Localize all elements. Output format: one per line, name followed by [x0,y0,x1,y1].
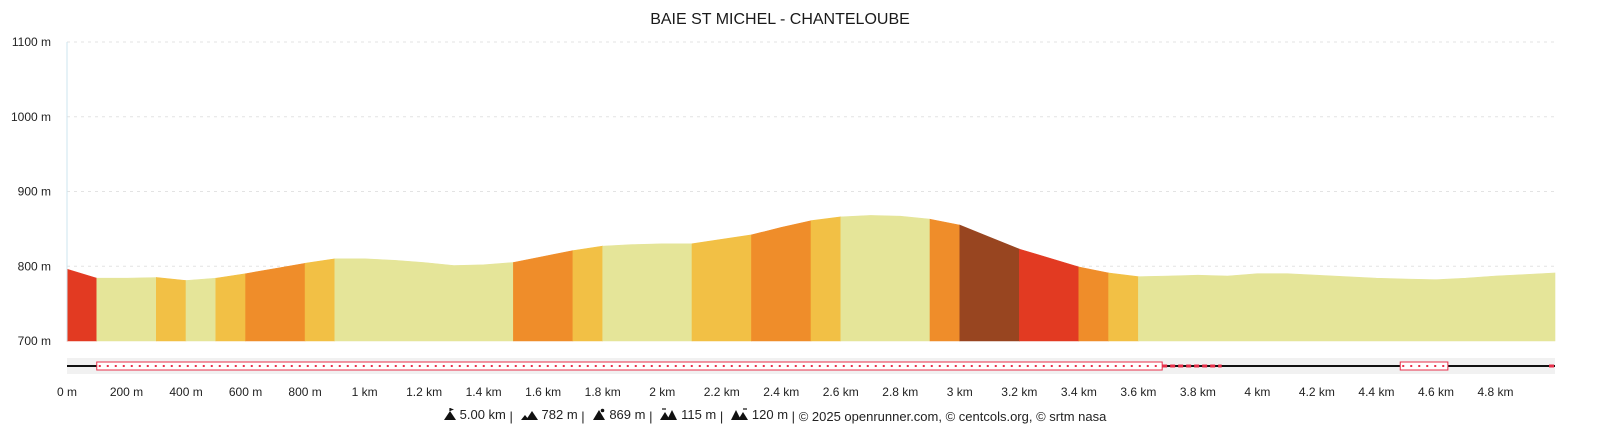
x-tick-label: 3.8 km [1180,385,1216,399]
profile-segment-gentle [810,216,842,342]
ascent-stat: 782 m [517,407,578,422]
max-altitude-stat: 869 m [588,407,645,422]
x-tick-label: 4 km [1244,385,1270,399]
profile-segment-gentle [304,258,336,342]
profile-segment-descent [185,277,217,342]
climb-icon [660,408,678,420]
separator: | [581,409,585,424]
x-tick-label: 4.6 km [1418,385,1454,399]
credits: © 2025 openrunner.com, © centcols.org, ©… [798,409,1107,424]
x-tick-label: 3.2 km [1001,385,1037,399]
profile-segment-steep [1018,248,1080,342]
x-tick-label: 1.4 km [466,385,502,399]
profile-segment-descent [840,215,931,342]
x-tick-label: 1 km [352,385,378,399]
x-tick-label: 2 km [649,385,675,399]
profile-segment-descent [96,277,157,342]
distance-icon [443,408,456,420]
x-tick-label: 2.2 km [704,385,740,399]
profile-segment-gentle [572,245,604,342]
surface-track-trail [96,361,1163,371]
y-tick-label: 1000 m [11,110,51,124]
y-tick-label: 1100 m [12,35,51,49]
x-axis-ticks: 0 m 200 m 400 m 600 m 800 m 1 km 1.2 km 1.4 km 1… [57,385,1513,399]
surface-track [67,358,1555,374]
x-tick-label: 2.6 km [823,385,859,399]
y-tick-label: 900 m [18,185,51,199]
elevation-area [66,215,1556,342]
profile-segment-descent [334,258,514,342]
descent-icon [730,408,748,420]
profile-segment-gentle [1108,272,1139,342]
profile-segment-gentle [215,273,246,342]
profile-segment-moderate [1078,266,1109,342]
route-summary: 5.00 km | 782 m | 869 m | 115 m | 120 m … [0,407,1545,424]
x-tick-label: 1.6 km [525,385,561,399]
x-tick-label: 4.8 km [1477,385,1513,399]
separator: | [791,409,796,424]
x-tick-label: 2.4 km [763,385,799,399]
profile-segment-descent [1138,272,1556,342]
profile-segment-moderate [751,220,812,342]
profile-segment-steep [66,268,98,342]
profile-segment-gentle [691,234,752,342]
x-tick-label: 3.4 km [1061,385,1097,399]
y-tick-label: 700 m [18,334,51,348]
max-altitude-value: 869 m [609,407,646,422]
climb-value: 115 m [681,407,717,422]
profile-segment-moderate [245,262,306,342]
x-tick-label: 0 m [57,385,77,399]
x-tick-label: 400 m [169,385,202,399]
x-tick-label: 3 km [947,385,973,399]
descent-stat: 120 m [727,407,788,422]
profile-segment-gentle [156,277,187,342]
profile-segment-very-steep [959,224,1020,342]
x-tick-label: 1.8 km [585,385,621,399]
distance-stat: 5.00 km [439,407,506,422]
x-tick-label: 3.6 km [1120,385,1156,399]
profile-segment-descent [602,243,693,342]
separator: | [509,409,513,424]
x-tick-label: 1.2 km [406,385,442,399]
separator: | [649,409,653,424]
x-tick-label: 4.4 km [1358,385,1394,399]
descent-value: 120 m [751,407,789,422]
distance-value: 5.00 km [459,407,506,422]
profile-segment-moderate [929,218,961,342]
chart-title: BAIE ST MICHEL - CHANTELOUBE [650,11,910,28]
x-tick-label: 2.8 km [882,385,918,399]
x-tick-label: 600 m [229,385,262,399]
x-tick-label: 200 m [110,385,143,399]
y-tick-label: 800 m [18,259,51,273]
max-altitude-icon [593,408,606,420]
x-tick-label: 800 m [288,385,321,399]
surface-track-trail [1399,361,1449,371]
separator: | [719,409,724,424]
climb-stat: 115 m [656,407,716,422]
ascent-icon [520,411,538,420]
y-axis-ticks: 700 m 800 m 900 m 1000 m 1100 m [11,35,51,348]
ascent-value: 782 m [541,407,578,422]
profile-segment-moderate [513,250,574,342]
x-tick-label: 4.2 km [1299,385,1335,399]
